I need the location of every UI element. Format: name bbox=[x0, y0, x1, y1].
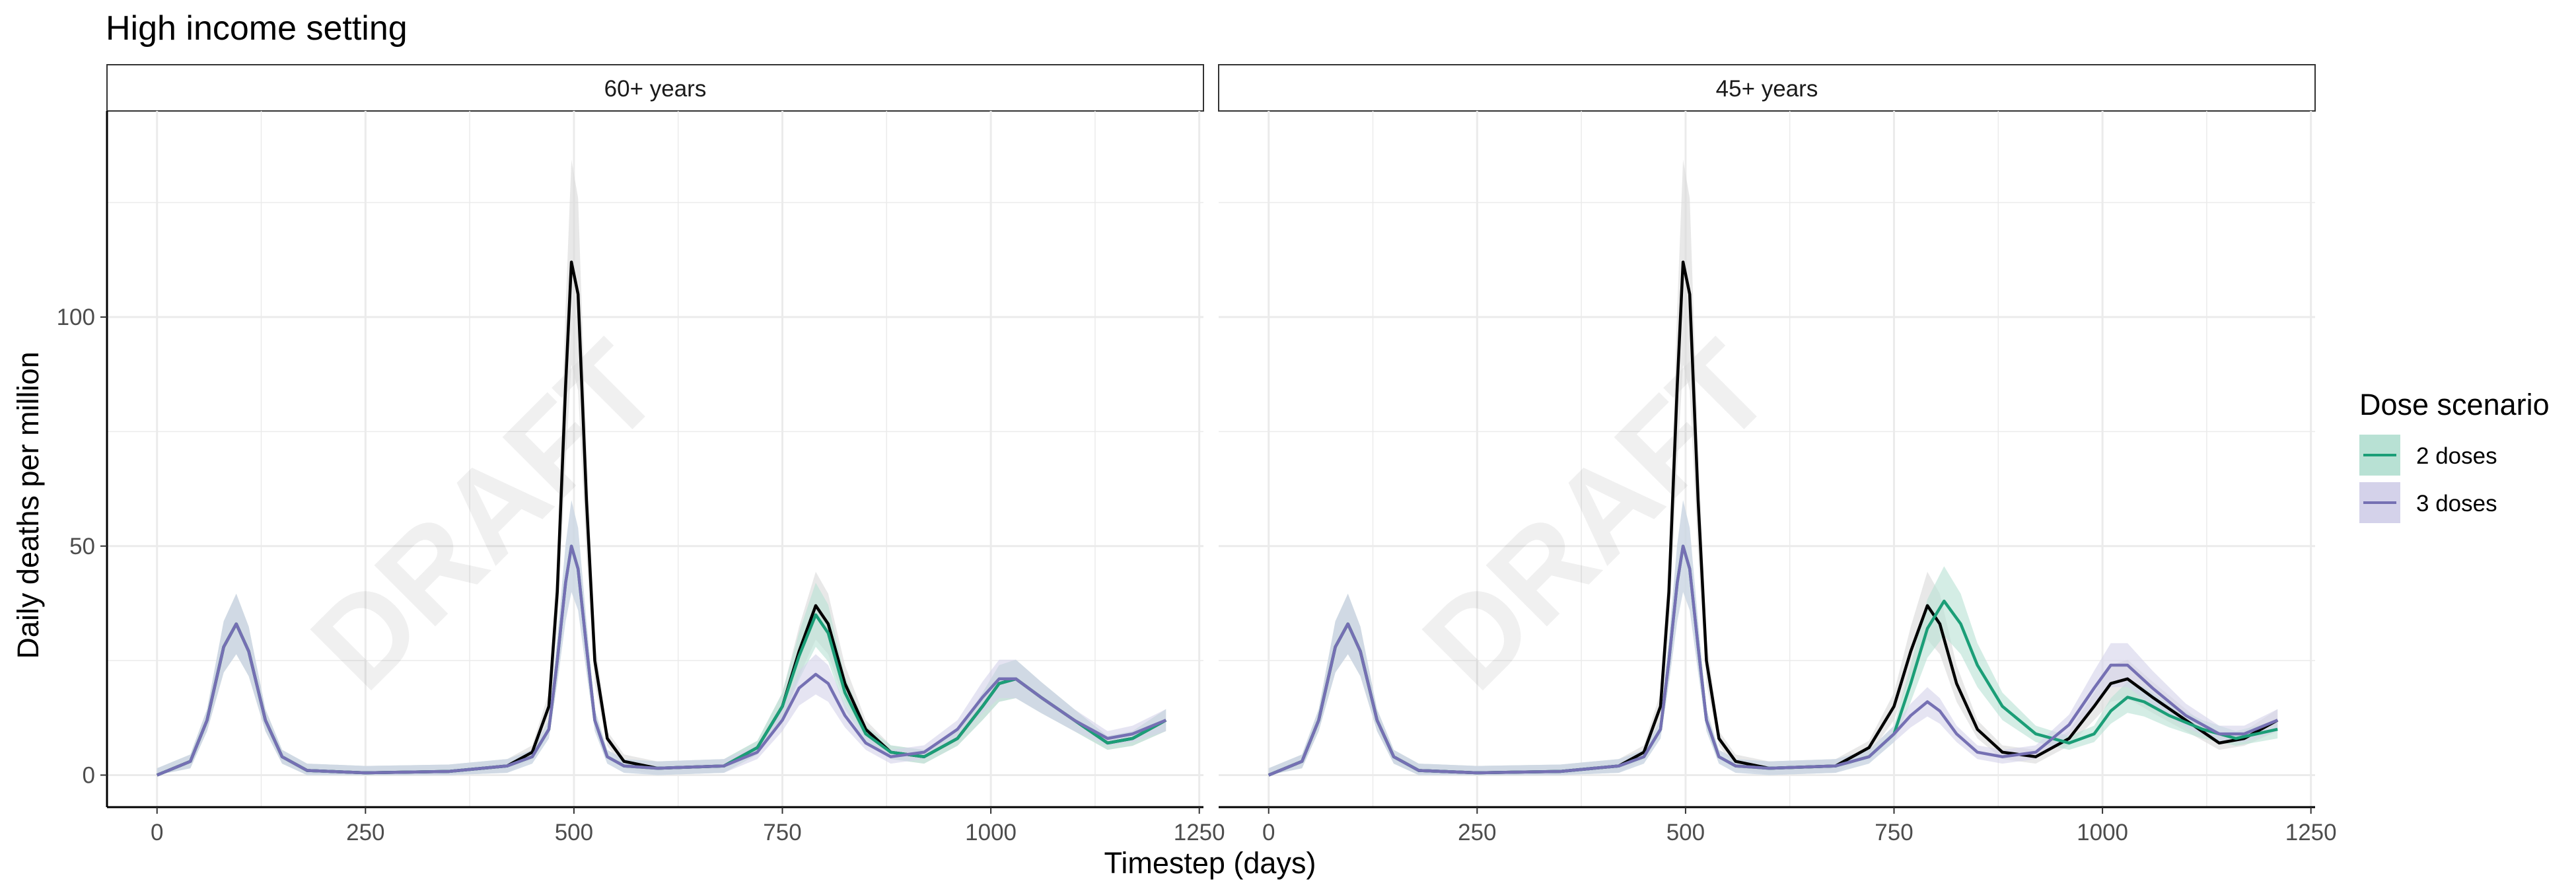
legend-item: 3 doses bbox=[2359, 482, 2497, 523]
legend-item: 2 doses bbox=[2359, 435, 2497, 476]
panel-strip bbox=[1218, 64, 2316, 112]
panel-strip bbox=[106, 64, 1204, 112]
x-tick-label: 1250 bbox=[2285, 820, 2337, 845]
x-tick-label: 750 bbox=[1875, 820, 1913, 845]
x-tick-label: 1250 bbox=[1174, 820, 1225, 845]
panel-2: 45+ years DRAFT 0 250 500 750 1000 1250 bbox=[1218, 64, 2337, 845]
x-tick-label: 0 bbox=[151, 820, 163, 845]
x-tick-label: 0 bbox=[1262, 820, 1275, 845]
legend-title: Dose scenario bbox=[2359, 388, 2550, 421]
y-tick-label: 0 bbox=[83, 762, 95, 788]
watermark: DRAFT bbox=[1397, 316, 1797, 715]
x-tick-label: 250 bbox=[1458, 820, 1496, 845]
x-tick-label: 1000 bbox=[965, 820, 1017, 845]
series-line bbox=[1268, 544, 2279, 777]
x-tick-label: 250 bbox=[346, 820, 384, 845]
x-tick-label: 500 bbox=[1666, 820, 1705, 845]
x-axis-title: Timestep (days) bbox=[1104, 846, 1316, 880]
panel-strip-label: 45+ years bbox=[1716, 76, 1818, 102]
chart-title: High income setting bbox=[106, 9, 408, 48]
legend-label: 2 doses bbox=[2416, 443, 2497, 469]
x-tick-label: 750 bbox=[763, 820, 801, 845]
panel-strip-label: 60+ years bbox=[604, 76, 707, 102]
legend: Dose scenario 2 doses 3 doses bbox=[2359, 388, 2550, 523]
x-tick-label: 500 bbox=[555, 820, 593, 845]
series-line bbox=[156, 544, 1167, 777]
watermark: DRAFT bbox=[285, 316, 685, 715]
x-tick-label: 1000 bbox=[2077, 820, 2128, 845]
y-tick-label: 50 bbox=[69, 534, 95, 559]
y-axis-title: Daily deaths per million bbox=[11, 351, 45, 659]
legend-items: 2 doses 3 doses bbox=[2359, 435, 2497, 523]
legend-label: 3 doses bbox=[2416, 491, 2497, 517]
y-tick-label: 100 bbox=[57, 304, 95, 330]
